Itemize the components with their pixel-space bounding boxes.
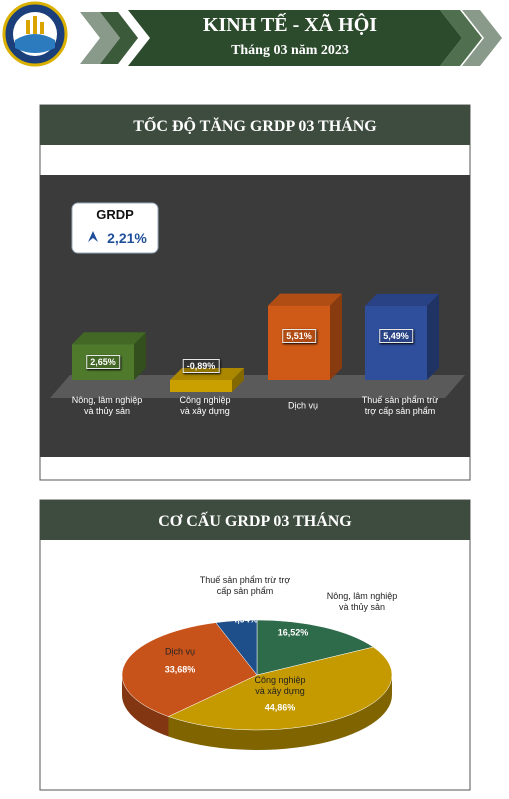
chart-title: TỐC ĐỘ TĂNG GRDP 03 THÁNG	[133, 115, 377, 135]
category-label: Dịch vụ	[164, 646, 196, 657]
floor	[50, 375, 465, 398]
bar-top	[72, 332, 146, 345]
category-label: Thuế sản phẩm trừ trợ cấp sản phẩm	[199, 575, 291, 596]
header-subtitle: Tháng 03 năm 2023	[231, 43, 349, 58]
value-label: -0,89%	[182, 359, 220, 373]
bar-side	[427, 293, 439, 380]
category-label: Công nghiệp và xây dựng	[254, 675, 306, 696]
bar	[72, 344, 134, 380]
annotation-label: GRDP	[96, 207, 134, 222]
category-label: Nông, lâm nghiệp và thủy sản	[71, 395, 143, 416]
chevron	[100, 12, 138, 64]
bar-top	[170, 368, 244, 380]
value-label: 5,51%	[282, 328, 316, 343]
logo-bar	[26, 20, 30, 34]
annotation-value: 2,21%	[107, 230, 147, 246]
slice-side	[168, 675, 392, 750]
value-label: 33,68%	[164, 664, 196, 675]
logo-bar	[40, 22, 44, 34]
logo-bar	[33, 16, 37, 34]
category-label: Nông, lâm nghiệp và thủy sản	[326, 591, 398, 612]
value-label: 44,86%	[264, 702, 296, 713]
slice	[256, 619, 374, 676]
annotation-box	[71, 202, 159, 254]
chart-title: CƠ CẤU GRDP 03 THÁNG	[158, 511, 352, 530]
bar-side	[330, 293, 342, 380]
category-label: Dịch vụ	[287, 400, 319, 411]
bar-top	[365, 293, 439, 306]
chevron	[440, 10, 482, 66]
slice	[121, 622, 258, 717]
category-label: Thuế sản phẩm trừ trợ cấp sản phẩm	[361, 395, 439, 416]
panel-title-bar	[40, 500, 470, 540]
value-label: 2,65%	[86, 355, 120, 370]
slice-side	[122, 675, 169, 737]
header-title: KINH TẾ - XÃ HỘI	[203, 12, 377, 36]
bar	[170, 380, 232, 393]
panel-title-bar	[40, 105, 470, 145]
bar	[268, 305, 330, 380]
slice	[215, 619, 258, 676]
value-label: 4,94%	[232, 614, 258, 625]
bar-side	[232, 368, 244, 393]
value-label: 16,52%	[277, 627, 309, 638]
category-label: Công nghiệp và xây dựng	[179, 395, 231, 416]
chevron	[462, 10, 502, 66]
value-label: 5,49%	[379, 328, 413, 343]
arrow-icon	[88, 231, 98, 242]
logo-wave	[15, 34, 55, 53]
banner	[128, 10, 462, 66]
slice	[167, 646, 393, 731]
bar	[365, 305, 427, 380]
bar-top	[268, 293, 342, 306]
bar-side	[134, 332, 146, 380]
